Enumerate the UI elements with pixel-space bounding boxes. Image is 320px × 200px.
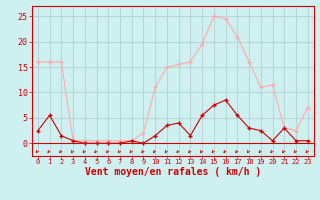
X-axis label: Vent moyen/en rafales ( km/h ): Vent moyen/en rafales ( km/h ) xyxy=(85,167,261,177)
